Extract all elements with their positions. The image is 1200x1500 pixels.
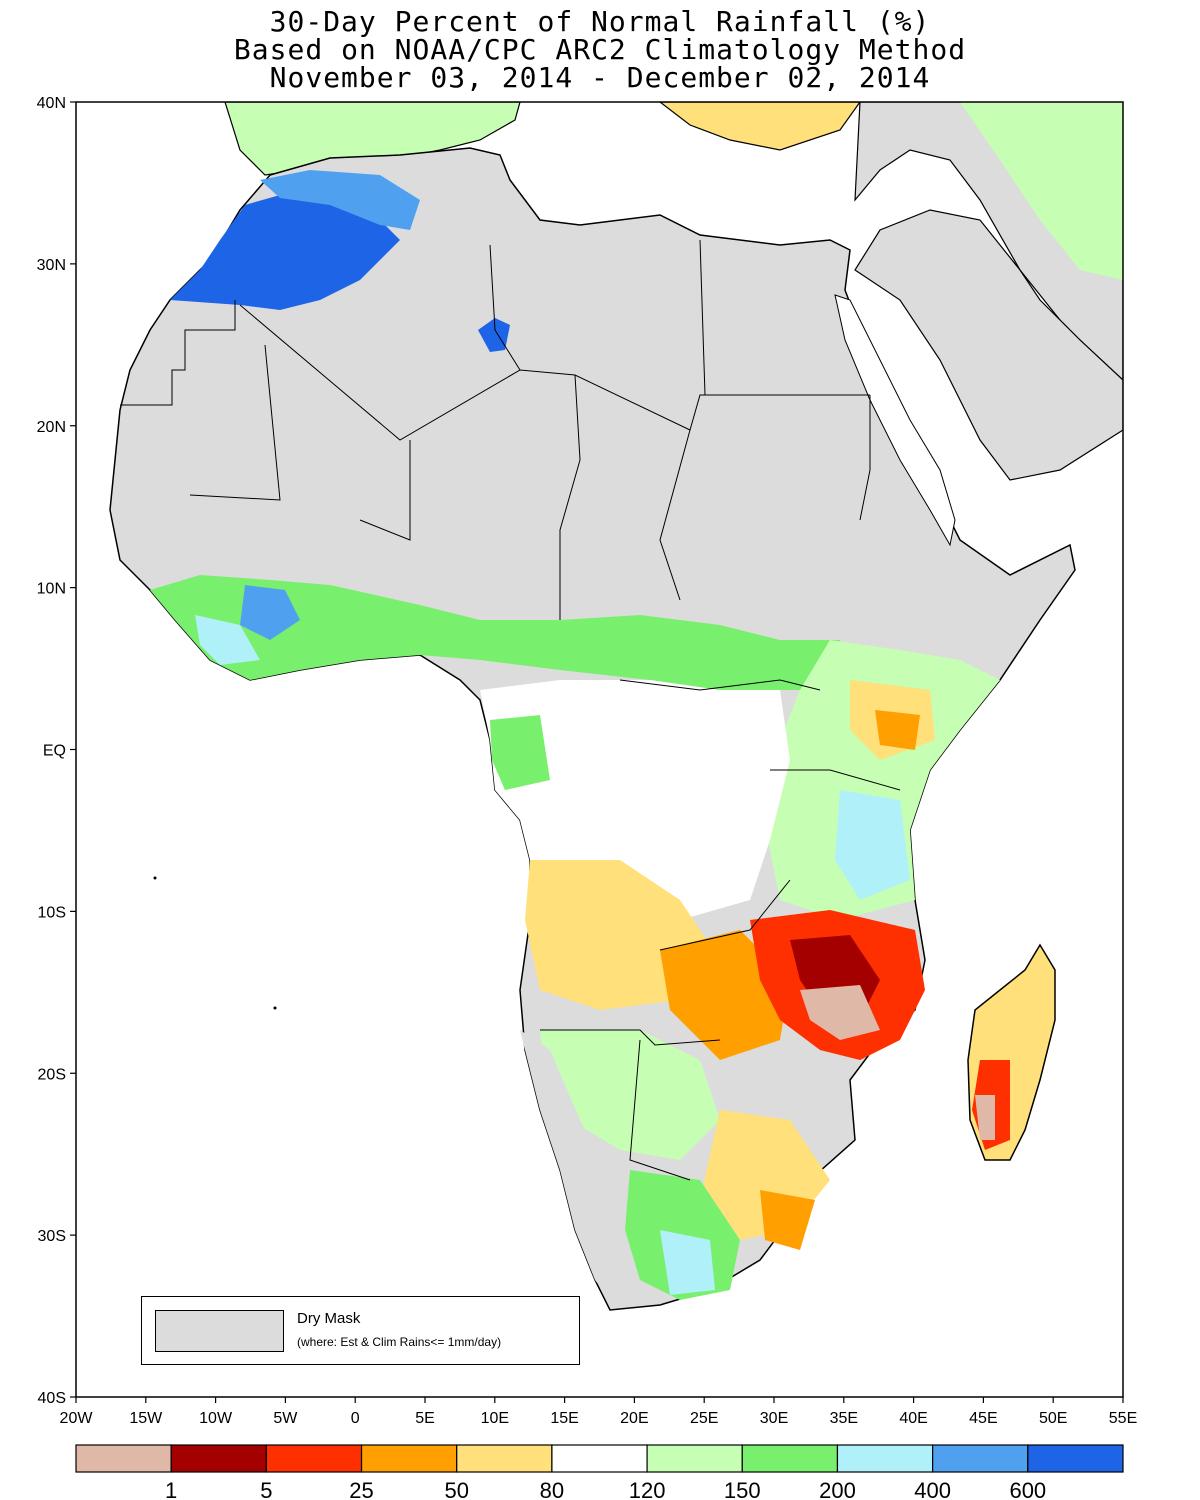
lat-label: 40S xyxy=(38,1390,66,1407)
title-line-1: 30-Day Percent of Normal Rainfall (%) xyxy=(269,5,931,38)
colorbar-swatch xyxy=(646,1444,743,1473)
dry-mask-label: Dry Mask xyxy=(297,1310,361,1327)
colorbar-label: 150 xyxy=(724,1478,761,1500)
colorbar: 1 5 25 50 80 120 150 200 400 600 xyxy=(75,1444,1124,1500)
south-africa-cyan xyxy=(660,1230,715,1295)
longitude-axis: 20W 15W 10W 5W 0 5E 10E 15E 20E 25E 30E 35E 40E 45E 50… xyxy=(60,1397,1137,1427)
colorbar-swatch xyxy=(360,1444,458,1473)
island-1 xyxy=(153,876,157,880)
colorbar-label: 50 xyxy=(444,1478,468,1500)
country-borders xyxy=(120,239,901,1181)
lat-label: 10N xyxy=(37,581,66,598)
west-africa-cyan-patch xyxy=(195,615,260,665)
lon-label: 10W xyxy=(199,1410,233,1427)
lon-label: 35E xyxy=(830,1410,858,1427)
colorbar-swatch xyxy=(932,1444,1029,1473)
colorbar-swatch xyxy=(170,1444,267,1473)
lon-label: 20W xyxy=(60,1410,94,1427)
libya-wet-spot xyxy=(478,318,510,352)
lat-label: 30S xyxy=(38,1228,66,1245)
botswana-mix xyxy=(540,1030,720,1160)
madagascar-extreme xyxy=(975,1095,995,1140)
lat-label: 20S xyxy=(38,1066,66,1083)
colorbar-label: 25 xyxy=(349,1478,373,1500)
west-africa-blue-patch xyxy=(240,585,300,640)
colorbar-label: 5 xyxy=(260,1478,272,1500)
morocco-wet-region xyxy=(170,195,400,310)
lon-label: 20E xyxy=(620,1410,648,1427)
dry-mask-note: (where: Est & Clim Rains<= 1mm/day) xyxy=(297,1335,502,1349)
colorbar-label: 200 xyxy=(819,1478,856,1500)
arabia-landmass xyxy=(854,209,1123,481)
lon-label: 30E xyxy=(760,1410,788,1427)
lon-label: 45E xyxy=(969,1410,997,1427)
west-africa-coastal-rain xyxy=(150,575,840,690)
title-line-2: Based on NOAA/CPC ARC2 Climatology Metho… xyxy=(233,33,967,66)
colorbar-label: 600 xyxy=(1009,1478,1046,1500)
lon-label: 25E xyxy=(690,1410,718,1427)
gabon-rain xyxy=(490,715,550,790)
colorbar-label: 400 xyxy=(914,1478,951,1500)
east-africa-orange-spot xyxy=(875,710,920,750)
lon-label: 15E xyxy=(550,1410,578,1427)
colorbar-swatch xyxy=(265,1444,363,1473)
lon-label: 50E xyxy=(1039,1410,1067,1427)
latitude-axis: 40N 30N 20N 10N EQ 10S 20S 30S 40S xyxy=(37,95,76,1407)
dry-mask-swatch xyxy=(155,1310,284,1352)
turkey-landmass xyxy=(659,102,861,151)
lat-label: 40N xyxy=(37,95,66,112)
colorbar-swatch xyxy=(836,1444,934,1473)
lat-label: 20N xyxy=(37,419,66,436)
lat-label: EQ xyxy=(43,743,66,760)
colorbar-swatch xyxy=(551,1444,648,1473)
dry-mask-legend: Dry Mask (where: Est & Clim Rains<= 1mm/… xyxy=(141,1296,580,1365)
island-2 xyxy=(273,1006,277,1010)
lat-label: 10S xyxy=(38,904,66,921)
lon-label: 15W xyxy=(129,1410,163,1427)
colorbar-swatch xyxy=(1027,1444,1124,1473)
lon-label: 5E xyxy=(415,1410,435,1427)
lon-label: 10E xyxy=(481,1410,509,1427)
colorbar-label: 80 xyxy=(540,1478,564,1500)
colorbar-label: 120 xyxy=(629,1478,666,1500)
zambia-mozambique-extreme xyxy=(800,985,880,1040)
title-line-3: November 03, 2014 - December 02, 2014 xyxy=(269,61,931,94)
colorbar-swatch xyxy=(741,1444,839,1473)
lon-label: 0 xyxy=(351,1410,360,1427)
colorbar-swatch xyxy=(75,1444,172,1473)
south-africa-orange xyxy=(760,1190,815,1250)
middle-east-rain-green xyxy=(960,102,1123,280)
tanzania-wet xyxy=(835,790,910,900)
lat-label: 30N xyxy=(37,257,66,274)
lon-label: 55E xyxy=(1109,1410,1137,1427)
colorbar-swatch xyxy=(456,1444,553,1473)
morocco-wet-edge xyxy=(260,170,420,230)
red-sea xyxy=(834,294,956,547)
lon-label: 5W xyxy=(273,1410,298,1427)
colorbar-label: 1 xyxy=(165,1478,177,1500)
east-africa-rain xyxy=(760,640,1000,920)
lon-label: 40E xyxy=(899,1410,927,1427)
namibia-dry-mask xyxy=(520,1030,630,1300)
map-body xyxy=(109,102,1123,1311)
